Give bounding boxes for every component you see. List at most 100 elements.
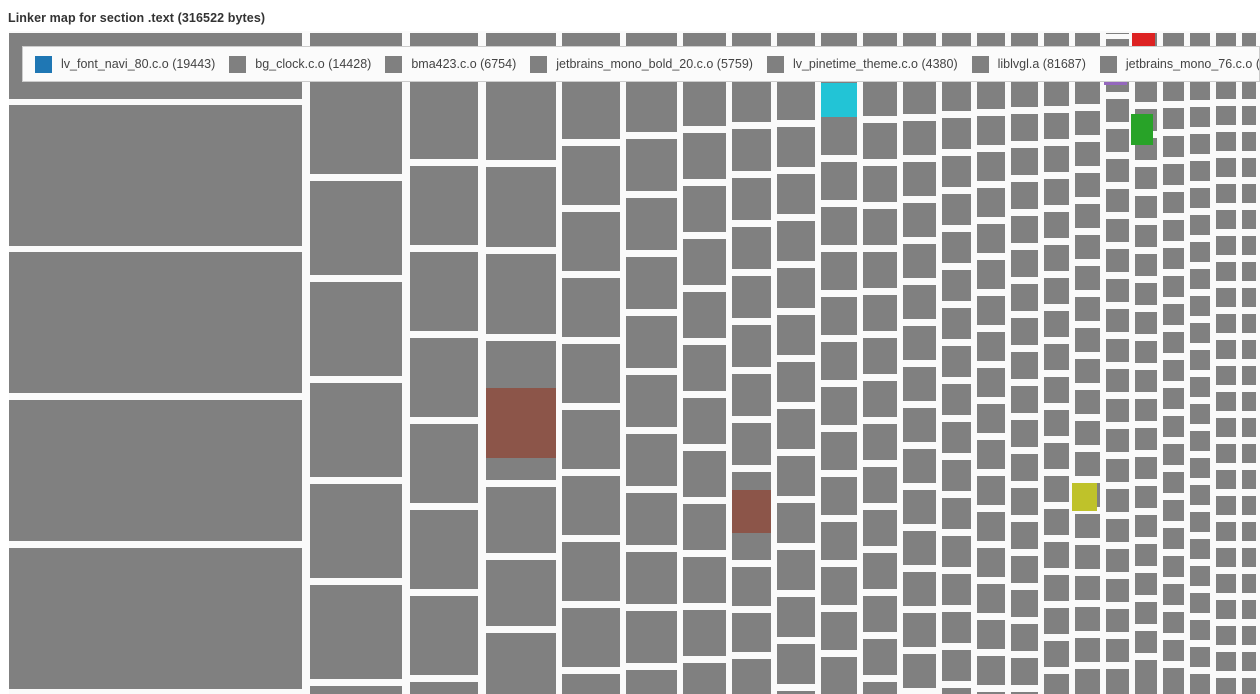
treemap-cell[interactable] [1106,459,1129,482]
treemap-cell[interactable] [1075,173,1100,197]
treemap-cell[interactable] [1135,167,1157,189]
legend-item-liblvgl-a[interactable]: liblvgl.a (81687) [971,55,1086,73]
treemap-cell[interactable] [777,597,815,637]
treemap-cell[interactable] [1044,476,1069,502]
treemap-cell[interactable] [1242,340,1256,359]
treemap-cell[interactable] [1242,574,1256,593]
treemap-cell[interactable] [1044,179,1069,205]
legend-item-jetbrains-mono-bold-20-c-o[interactable]: jetbrains_mono_bold_20.c.o (5759) [530,55,753,73]
legend[interactable]: lv_font_navi_80.c.o (19443) bg_clock.c.o … [22,46,1260,82]
treemap-cell[interactable] [626,257,677,309]
treemap-cell[interactable] [1075,390,1100,414]
treemap-cell[interactable] [1216,470,1236,489]
treemap-cell[interactable] [1011,216,1038,243]
treemap-cell[interactable] [1163,80,1184,101]
treemap-cell[interactable] [1216,652,1236,671]
treemap-cell[interactable] [1135,341,1157,363]
treemap-cell[interactable] [1163,584,1184,605]
treemap-cell[interactable] [486,167,556,247]
treemap-cell[interactable] [410,424,478,503]
treemap-cell[interactable] [626,198,677,250]
treemap-cell[interactable] [486,487,556,553]
treemap-cell[interactable] [863,682,897,694]
treemap-cell[interactable] [977,332,1005,361]
treemap-cell[interactable] [1075,297,1100,321]
treemap-cell[interactable] [486,560,556,626]
treemap-cell[interactable] [777,691,815,694]
treemap-cell[interactable] [942,194,971,225]
treemap-cell[interactable] [821,657,857,694]
treemap-cell[interactable] [410,166,478,245]
treemap-cell[interactable] [821,477,857,515]
treemap-cell[interactable] [1163,332,1184,353]
treemap-cell[interactable] [863,123,897,159]
treemap-cell[interactable] [1216,80,1236,99]
treemap-cell[interactable] [410,510,478,589]
treemap-cell[interactable] [903,162,936,196]
treemap-cell[interactable] [626,493,677,545]
treemap-cell[interactable] [486,633,556,694]
treemap-cell[interactable] [977,296,1005,325]
treemap-cell[interactable] [942,422,971,453]
treemap-cell[interactable] [1163,556,1184,577]
treemap-cell[interactable] [410,80,478,159]
treemap-cell[interactable] [977,188,1005,217]
treemap-cell[interactable] [1163,640,1184,661]
treemap-cell[interactable] [863,80,897,116]
treemap-cell[interactable] [1242,132,1256,151]
treemap-cell[interactable] [1190,242,1210,262]
treemap-cell[interactable] [1135,660,1157,694]
treemap-cell[interactable] [732,613,771,652]
treemap-cell[interactable] [1135,80,1157,102]
treemap-cell[interactable] [1163,248,1184,269]
treemap-cell[interactable] [977,548,1005,577]
treemap-cell[interactable] [1106,249,1129,272]
treemap-cell[interactable] [1190,269,1210,289]
treemap-cell[interactable] [562,410,620,469]
treemap-cell[interactable] [683,292,726,338]
treemap-cell[interactable] [1135,602,1157,624]
treemap-cell[interactable] [626,552,677,604]
treemap-cell[interactable] [1163,192,1184,213]
treemap-cell[interactable] [821,252,857,290]
treemap-cell[interactable] [1242,444,1256,463]
treemap-cell[interactable] [1242,418,1256,437]
legend-item-lv-pinetime-theme-c-o[interactable]: lv_pinetime_theme.c.o (4380) [766,55,958,73]
treemap-cell[interactable] [1190,80,1210,100]
treemap-cell[interactable] [562,542,620,601]
treemap-cell[interactable] [1106,549,1129,572]
treemap-cell[interactable] [777,80,815,120]
treemap-cell[interactable] [777,268,815,308]
treemap-cell[interactable] [1242,314,1256,333]
treemap-cell[interactable] [1163,668,1184,694]
treemap-cell[interactable] [1135,312,1157,334]
treemap-cell[interactable] [1163,304,1184,325]
treemap-cell[interactable] [1106,489,1129,512]
treemap-cell[interactable] [1163,220,1184,241]
treemap-cell[interactable] [1163,472,1184,493]
treemap-cell[interactable] [1106,99,1129,122]
treemap-cell[interactable] [1106,189,1129,212]
treemap-cell[interactable] [1106,339,1129,362]
treemap-cell[interactable] [863,381,897,417]
treemap-cell[interactable] [1216,366,1236,385]
treemap-cell[interactable] [1190,188,1210,208]
treemap-cell[interactable] [1216,184,1236,203]
treemap-cell[interactable] [1106,579,1129,602]
treemap-cell[interactable] [1216,236,1236,255]
treemap-cell[interactable] [683,345,726,391]
treemap-cell[interactable] [1075,452,1100,476]
treemap-cell[interactable] [1106,369,1129,392]
treemap-cell[interactable] [1135,428,1157,450]
treemap-cell[interactable] [903,613,936,647]
treemap-cell[interactable] [1135,631,1157,653]
treemap-cell[interactable] [903,490,936,524]
treemap-cell[interactable] [942,574,971,605]
treemap-cell[interactable] [1242,158,1256,177]
treemap-cell[interactable] [1075,111,1100,135]
treemap-cell[interactable] [942,156,971,187]
treemap-cell[interactable] [9,400,302,541]
treemap-cell-cyan-tile[interactable] [821,83,857,117]
treemap-cell[interactable] [903,203,936,237]
treemap-cell[interactable] [9,252,302,393]
